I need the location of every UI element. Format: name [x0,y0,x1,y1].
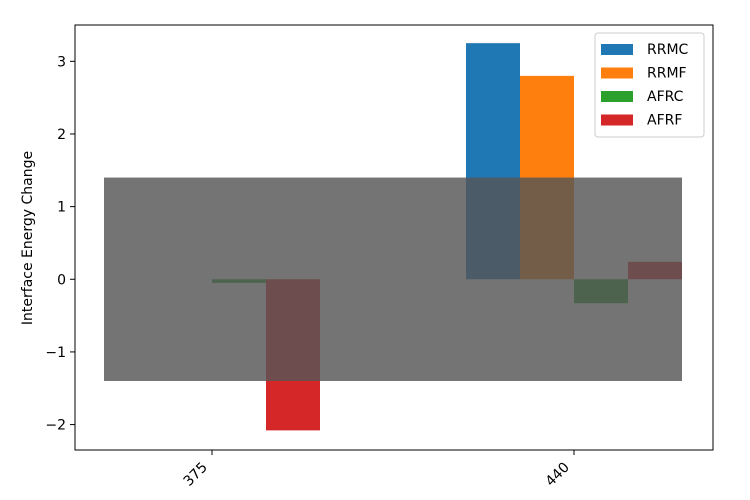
x-tick-label: 375 [181,460,211,490]
legend-label-rrmf: RRMF [647,66,687,82]
legend-swatch-afrf [601,114,633,126]
y-tick-label: 0 [57,272,66,288]
x-axis: 375 440 [181,450,575,490]
legend-swatch-rrmc [601,44,633,55]
y-axis: −2 −1 0 1 2 3 [45,54,75,434]
legend-swatch-rrmf [601,67,633,79]
legend: RRMC RRMF AFRC AFRF [594,32,705,138]
legend-box [594,32,705,138]
legend-swatch-afrc [601,91,633,102]
y-tick-label: −2 [45,418,66,434]
plot-frame [74,24,714,451]
y-tick-label: 1 [57,200,66,216]
legend-label-afrf: AFRF [647,113,682,129]
shaded-band [104,177,682,381]
legend-label-afrc: AFRC [647,89,684,105]
y-tick-label: −1 [45,345,66,361]
x-tick-label: 440 [543,460,573,490]
y-tick-label: 2 [57,127,66,143]
y-axis-label: Interface Energy Change [20,151,36,325]
legend-label-rrmc: RRMC [647,42,689,58]
y-tick-label: 3 [57,54,66,70]
